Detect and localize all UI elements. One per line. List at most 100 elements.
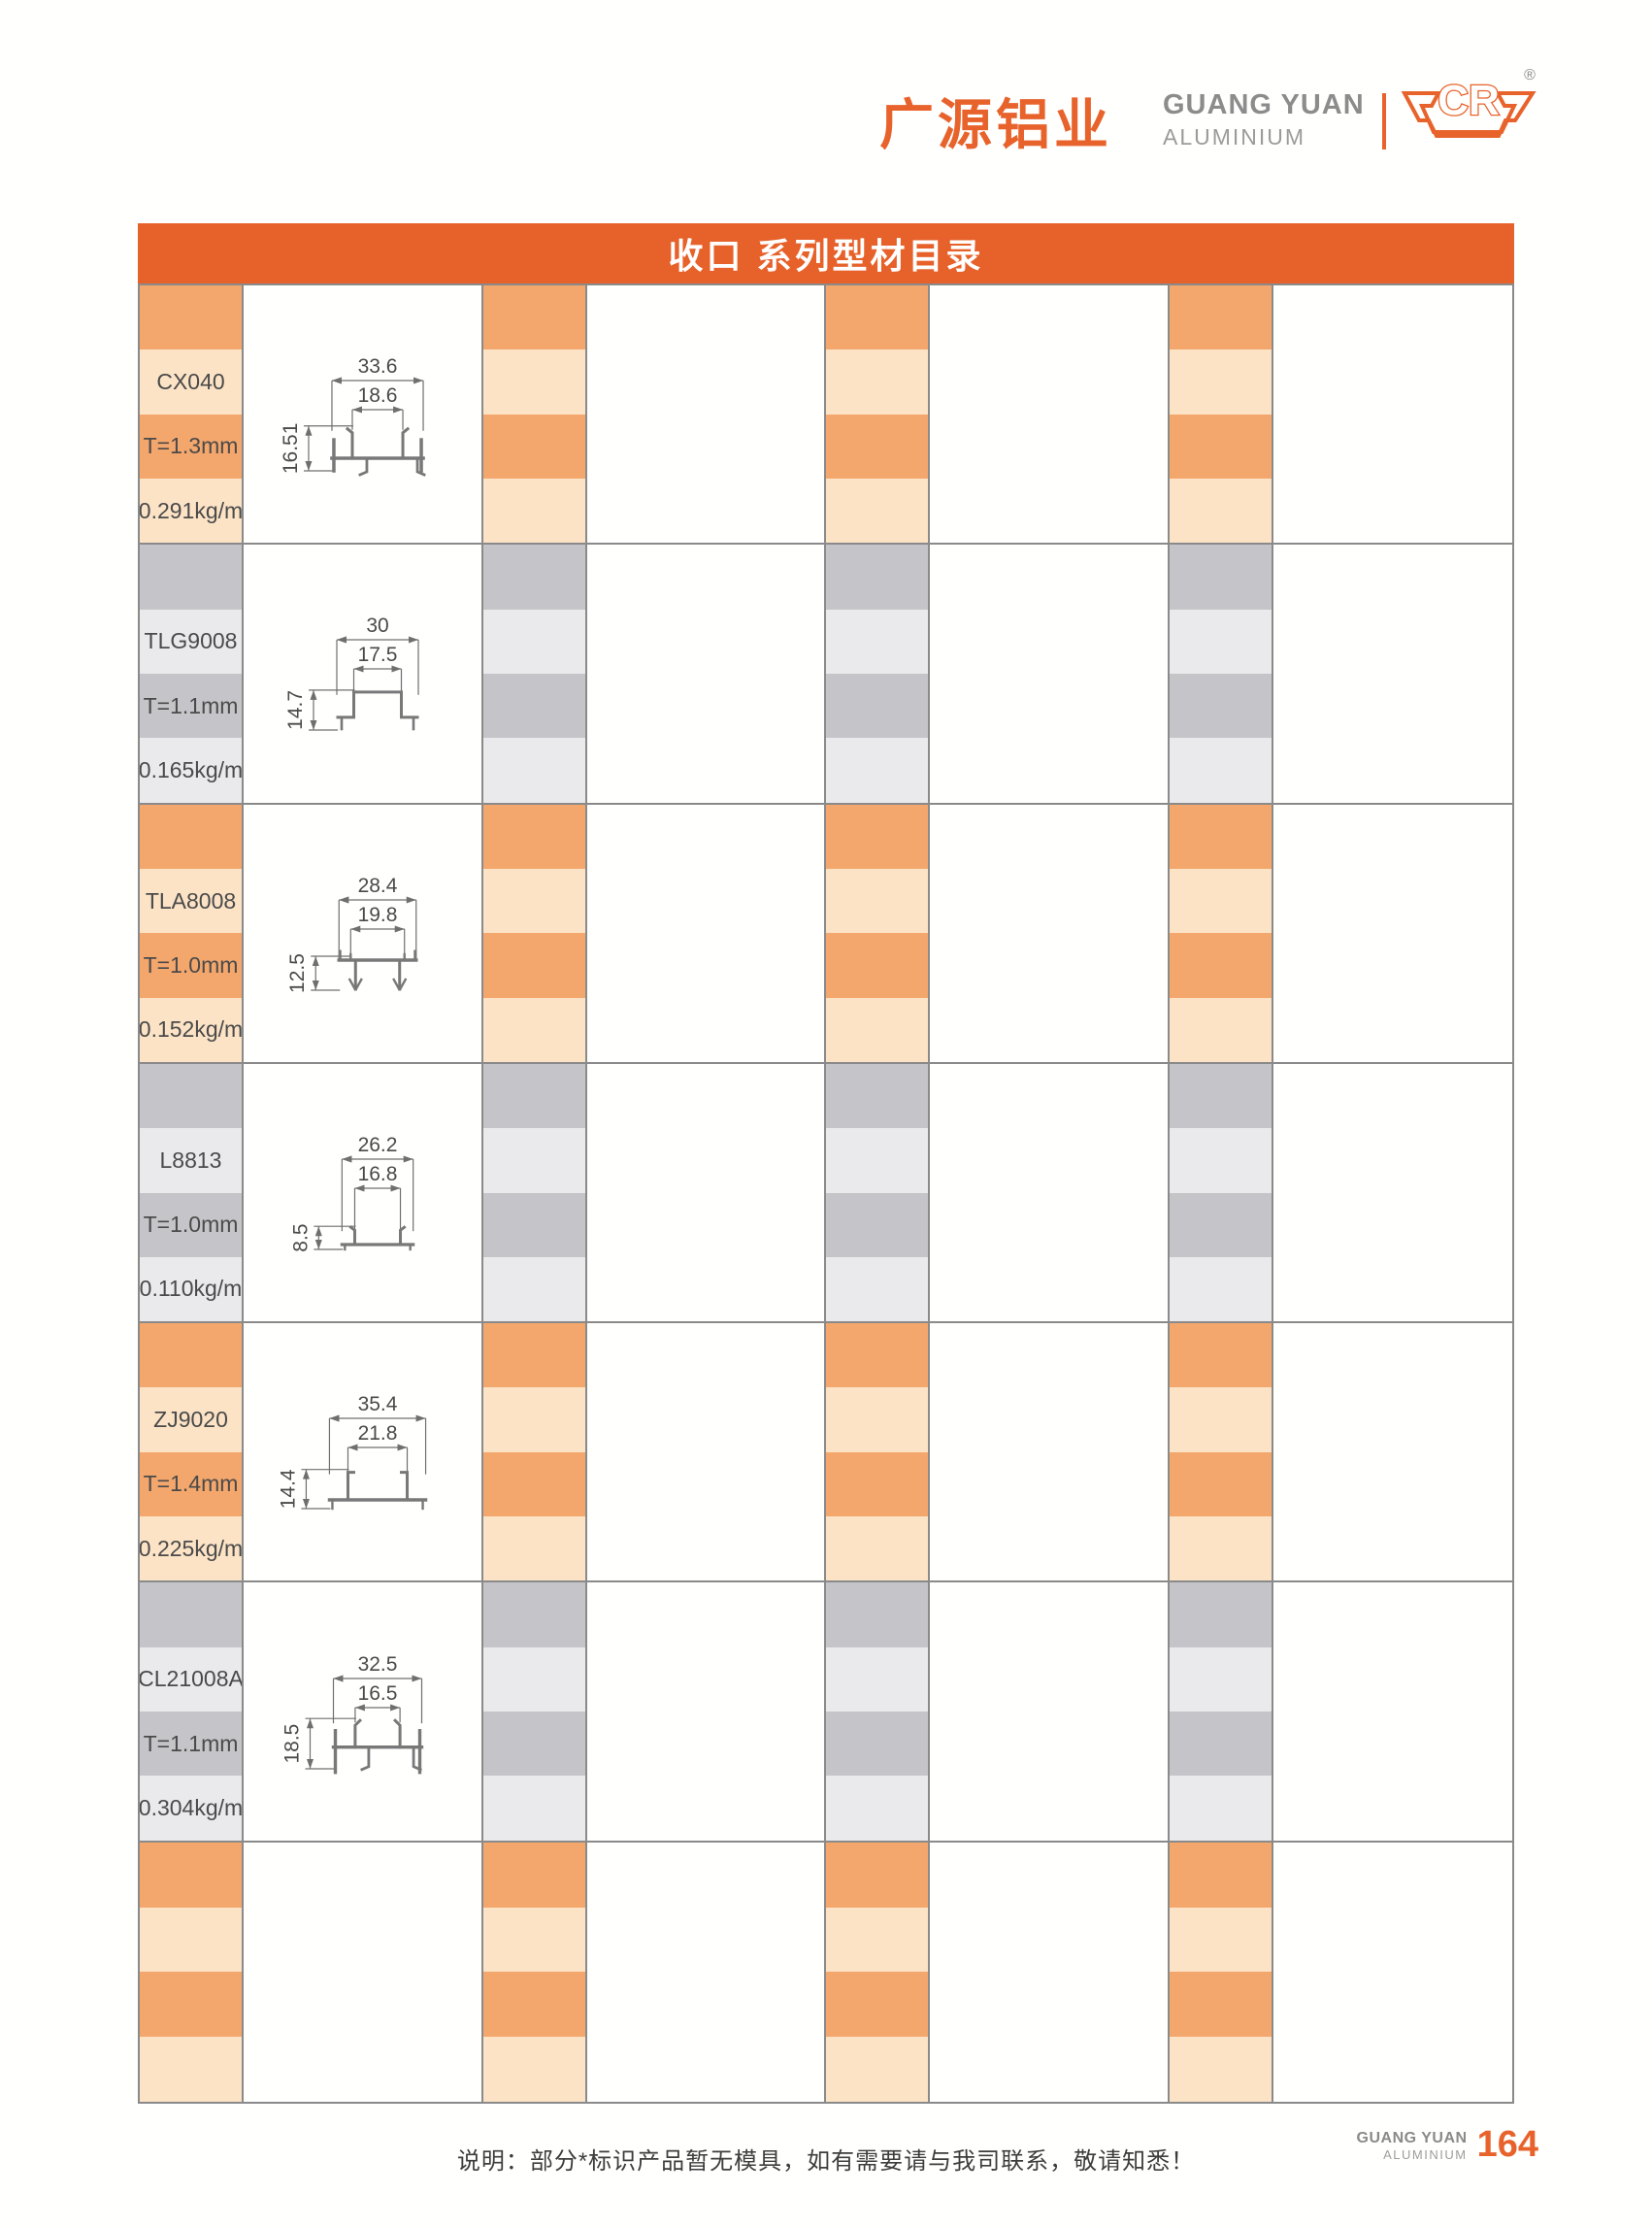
footer-brand-sub: ALUMINIUM xyxy=(1383,2147,1468,2162)
product-weight: 0.152kg/m xyxy=(140,997,242,1062)
product-weight xyxy=(482,1776,585,1841)
product-label-cell: ZJ9020 T=1.4mm 0.225kg/m xyxy=(140,1323,244,1583)
product-thickness xyxy=(826,1972,928,2038)
band-spacer xyxy=(140,1582,242,1647)
dimension-label: 16.5 xyxy=(358,1682,398,1705)
product-label-cell xyxy=(826,285,930,546)
product-label-cell xyxy=(826,1323,930,1583)
profile-drawing-cell xyxy=(586,1063,826,1324)
profile-drawing-cell xyxy=(930,1582,1170,1843)
product-label-cell xyxy=(1169,285,1273,546)
product-weight xyxy=(482,738,585,803)
footer-brand: GUANG YUAN ALUMINIUM 164 xyxy=(1357,2126,1538,2163)
product-thickness: T=1.0mm xyxy=(140,933,242,998)
product-label-cell xyxy=(482,1582,587,1843)
band-spacer xyxy=(826,1323,928,1388)
profile-drawing-cell: 30 17.5 14.7 xyxy=(244,545,483,805)
band-spacer xyxy=(482,1842,585,1908)
product-weight xyxy=(826,1256,928,1322)
product-label-cell xyxy=(1169,1582,1273,1843)
dimension-label: 14.7 xyxy=(284,690,307,730)
product-code: L8813 xyxy=(140,1128,242,1193)
product-thickness xyxy=(826,673,928,739)
band-spacer xyxy=(140,1323,242,1388)
band-spacer xyxy=(482,1323,585,1388)
product-label-cell xyxy=(1169,1063,1273,1324)
product-thickness xyxy=(482,1972,585,2038)
product-weight: 0.165kg/m xyxy=(140,738,242,803)
product-thickness xyxy=(826,1451,928,1517)
product-label-cell xyxy=(482,285,587,546)
profile-drawing-cell xyxy=(1272,1582,1512,1843)
band-spacer xyxy=(1169,1582,1272,1647)
product-weight xyxy=(826,2037,928,2102)
band-spacer xyxy=(1169,804,1272,869)
band-spacer xyxy=(482,1582,585,1647)
cr-emblem-letters: CR xyxy=(1437,77,1500,124)
band-spacer xyxy=(140,804,242,869)
product-thickness xyxy=(826,414,928,479)
profile-drawing: 30 17.5 14.7 xyxy=(284,615,419,732)
registered-mark: ® xyxy=(1524,67,1536,83)
series-title-bar: 收口 系列型材目录 xyxy=(138,223,1514,283)
product-label-cell xyxy=(482,804,587,1064)
product-code xyxy=(482,1907,585,1973)
brand-logo-cn: 广源铝业 xyxy=(879,94,1112,155)
band-spacer xyxy=(826,545,928,610)
dimension-label: 19.8 xyxy=(358,904,398,926)
profile-drawing-cell xyxy=(930,1063,1170,1324)
product-weight xyxy=(826,478,928,544)
product-code: CX040 xyxy=(140,349,242,415)
product-code xyxy=(826,868,928,934)
product-code xyxy=(826,1646,928,1712)
dimension-label: 8.5 xyxy=(290,1223,313,1251)
product-weight xyxy=(482,2037,585,2102)
band-spacer xyxy=(1169,1063,1272,1129)
product-code xyxy=(826,1907,928,1973)
product-thickness: T=1.1mm xyxy=(140,673,242,739)
product-thickness xyxy=(482,1192,585,1257)
band-spacer xyxy=(826,804,928,869)
profile-drawing-cell xyxy=(244,1842,483,2102)
product-label-cell: TLA8008 T=1.0mm 0.152kg/m xyxy=(140,804,244,1064)
product-thickness xyxy=(1169,673,1272,739)
cr-emblem-bowl xyxy=(1401,91,1536,138)
product-code xyxy=(826,1387,928,1452)
band-spacer xyxy=(482,285,585,350)
product-code xyxy=(482,1387,585,1452)
footer-brand-en: GUANG YUAN xyxy=(1356,2130,1468,2146)
profile-drawing-cell: 32.5 16.5 18.5 xyxy=(244,1582,483,1843)
band-spacer xyxy=(140,1842,242,1908)
product-code xyxy=(140,1907,242,1973)
product-thickness xyxy=(826,1712,928,1777)
profile-drawing-cell xyxy=(1272,545,1512,805)
product-thickness xyxy=(482,414,585,479)
product-thickness xyxy=(826,933,928,998)
profile-drawing: 26.2 16.8 8.5 xyxy=(290,1134,415,1252)
product-code xyxy=(482,1128,585,1193)
profile-drawing-cell xyxy=(586,1582,826,1843)
product-weight xyxy=(140,2037,242,2102)
profile-drawing-cell: 26.2 16.8 8.5 xyxy=(244,1063,483,1324)
band-spacer xyxy=(826,1582,928,1647)
product-code xyxy=(1169,868,1272,934)
band-spacer xyxy=(1169,1842,1272,1908)
band-spacer xyxy=(482,804,585,869)
profile-drawing: 28.4 19.8 12.5 xyxy=(286,875,418,993)
profile-drawing-cell xyxy=(1272,1323,1512,1583)
band-spacer xyxy=(140,545,242,610)
dimension-label: 16.8 xyxy=(358,1163,398,1185)
product-code xyxy=(1169,1128,1272,1193)
profile-drawing-cell xyxy=(586,285,826,546)
band-spacer xyxy=(482,545,585,610)
product-weight: 0.110kg/m xyxy=(140,1256,242,1322)
brand-en-text: GUANG YUAN xyxy=(1163,89,1365,120)
product-weight xyxy=(1169,1256,1272,1322)
brand-divider xyxy=(1382,93,1386,150)
product-label-cell xyxy=(1169,1842,1273,2102)
page-number: 164 xyxy=(1476,2124,1538,2165)
product-label-cell xyxy=(1169,804,1273,1064)
profile-drawing-cell xyxy=(1272,804,1512,1064)
product-label-cell xyxy=(140,1842,244,2102)
product-code xyxy=(1169,1907,1272,1973)
